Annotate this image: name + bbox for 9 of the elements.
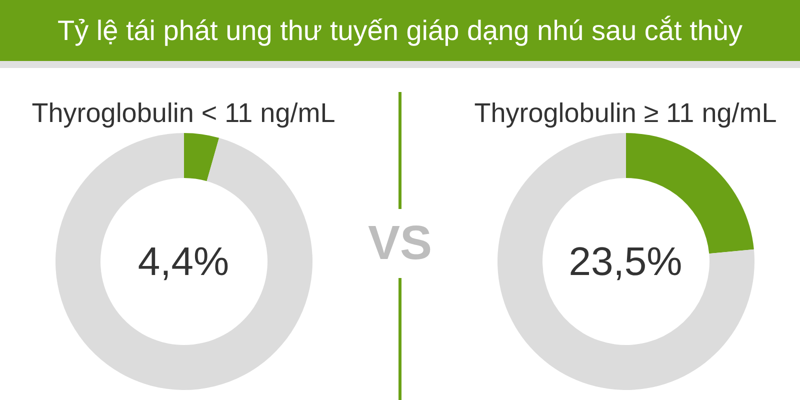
text: Tỷ lệ tái phát ung thư tuyến giáp dạng nhú sau cắt thùy: [56, 14, 744, 48]
donut-slice: [497, 133, 754, 390]
donut-slice: [55, 133, 312, 390]
chart-title: Thyroglobulin ≥ 11 ng/mL: [473, 97, 778, 130]
text: 23,5%: [568, 238, 684, 286]
donut-slice: [184, 133, 219, 182]
text: 4,4%: [136, 238, 230, 286]
chart-title: Thyroglobulin < 11 ng/mL: [30, 97, 336, 130]
text: VS: [366, 216, 434, 272]
